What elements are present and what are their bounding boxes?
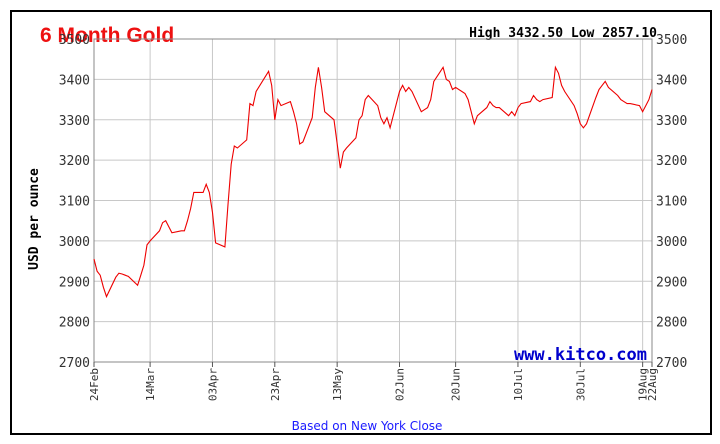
y-tick-label-left: 3500 (59, 33, 90, 48)
plot-area (93, 38, 653, 363)
high-low-readout: High 3432.50 Low 2857.10 (469, 26, 657, 41)
y-tick-label-left: 3000 (59, 235, 90, 250)
x-tick-label: 10Jul (512, 368, 525, 401)
y-axis-label: USD per ounce (27, 168, 42, 270)
y-tick-label-right: 3300 (656, 114, 687, 129)
y-tick-label-left: 3100 (59, 195, 90, 210)
data-source-note: Based on New York Close (292, 419, 443, 433)
x-tick-label: 19Aug (637, 368, 650, 401)
y-tick-label-right: 3200 (656, 154, 687, 169)
x-tick-label: 02Jun (393, 368, 406, 401)
y-tick-label-left: 3300 (59, 114, 90, 129)
y-tick-label-left: 2900 (59, 275, 90, 290)
x-tick-label: 13May (331, 368, 344, 401)
y-tick-label-left: 2700 (59, 356, 90, 371)
x-tick-label: 03Apr (206, 368, 219, 401)
y-tick-label-right: 2700 (656, 356, 687, 371)
chart-frame: 6 Month Gold High 3432.50 Low 2857.10 US… (10, 10, 712, 435)
x-tick-label: 30Jul (574, 368, 587, 401)
x-tick-label: 22Aug (646, 368, 659, 401)
y-tick-label-right: 2900 (656, 275, 687, 290)
y-tick-label-right: 2800 (656, 316, 687, 331)
y-tick-label-right: 3100 (656, 195, 687, 210)
y-tick-label-right: 3000 (656, 235, 687, 250)
grid-lines (93, 38, 653, 363)
x-tick-label: 24Feb (88, 368, 101, 401)
price-series-line (93, 65, 653, 299)
y-tick-label-left: 3400 (59, 73, 90, 88)
x-tick-label: 14Mar (144, 368, 157, 401)
gold-chart: 6 Month Gold High 3432.50 Low 2857.10 US… (27, 24, 688, 433)
y-tick-label-left: 3200 (59, 154, 90, 169)
y-tick-label-right: 3500 (656, 33, 687, 48)
chart-title: 6 Month Gold (40, 24, 174, 47)
x-tick-label: 23Apr (269, 368, 282, 401)
x-tick-label: 20Jun (450, 368, 463, 401)
y-tick-label-right: 3400 (656, 73, 687, 88)
tick-labels: 2700 2700 2800 2800 2900 2900 3000 3000 3100 3100… (59, 33, 688, 401)
y-tick-label-left: 2800 (59, 316, 90, 331)
kitco-watermark: www.kitco.com (514, 345, 647, 365)
